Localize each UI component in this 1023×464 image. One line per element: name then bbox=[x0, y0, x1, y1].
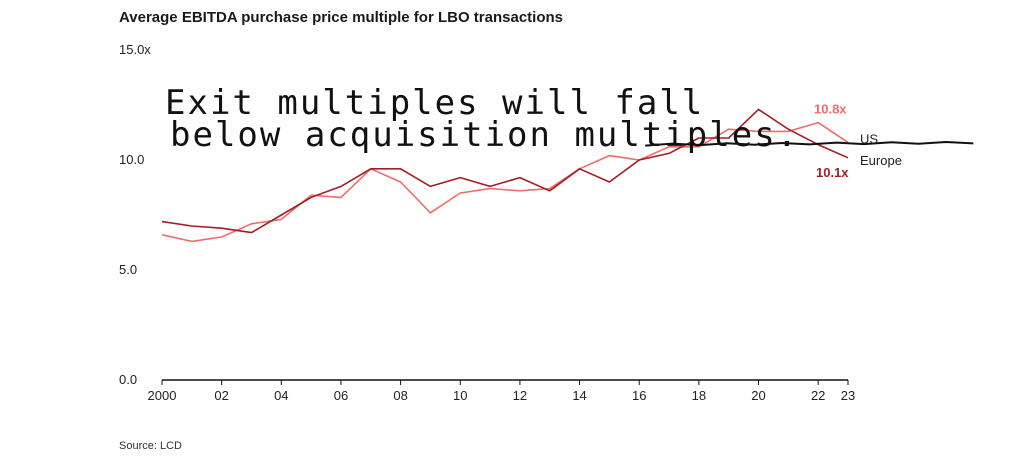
source-note: Source: LCD bbox=[119, 440, 182, 452]
x-tick-label: 23 bbox=[841, 388, 855, 403]
x-tick-label: 06 bbox=[334, 388, 348, 403]
annotation-drawn-line bbox=[645, 140, 974, 147]
us-series-label: US bbox=[860, 131, 878, 146]
series-line-europe bbox=[161, 108, 849, 234]
series-end-labels: 10.8x US Europe 10.1x bbox=[814, 101, 902, 179]
x-tick-label: 14 bbox=[572, 388, 586, 403]
x-tick-label: 02 bbox=[214, 388, 228, 403]
x-tick-label: 04 bbox=[274, 388, 288, 403]
x-tick-label: 12 bbox=[513, 388, 527, 403]
series-line-us bbox=[161, 121, 849, 243]
x-tick-label: 08 bbox=[393, 388, 407, 403]
y-tick-label: 15.0x bbox=[119, 42, 151, 57]
x-tick-label: 2000 bbox=[148, 388, 177, 403]
y-tick-label: 0.0 bbox=[119, 372, 137, 387]
series-group bbox=[161, 108, 849, 243]
europe-end-value: 10.1x bbox=[816, 165, 849, 180]
x-tick-label: 22 bbox=[811, 388, 825, 403]
handwritten-annotation: Exit multiples will fall below acquisiti… bbox=[165, 83, 974, 155]
y-tick-label: 10.0 bbox=[119, 152, 144, 167]
us-end-value: 10.8x bbox=[814, 101, 847, 116]
europe-series-label: Europe bbox=[860, 153, 902, 168]
x-tick-label: 10 bbox=[453, 388, 467, 403]
annotation-line-1: Exit multiples will fall bbox=[165, 83, 704, 123]
y-tick-label: 5.0 bbox=[119, 262, 137, 277]
y-axis: 0.0 5.0 10.0 15.0x bbox=[119, 42, 151, 387]
chart-title: Average EBITDA purchase price multiple f… bbox=[119, 9, 563, 26]
x-tick-label: 18 bbox=[692, 388, 706, 403]
annotation-line-2: below acquisition multiples. bbox=[170, 115, 799, 155]
x-axis: 2000 02 04 06 08 10 12 14 16 18 20 22 23 bbox=[148, 380, 855, 403]
x-tick-label: 16 bbox=[632, 388, 646, 403]
x-tick-label: 20 bbox=[751, 388, 765, 403]
